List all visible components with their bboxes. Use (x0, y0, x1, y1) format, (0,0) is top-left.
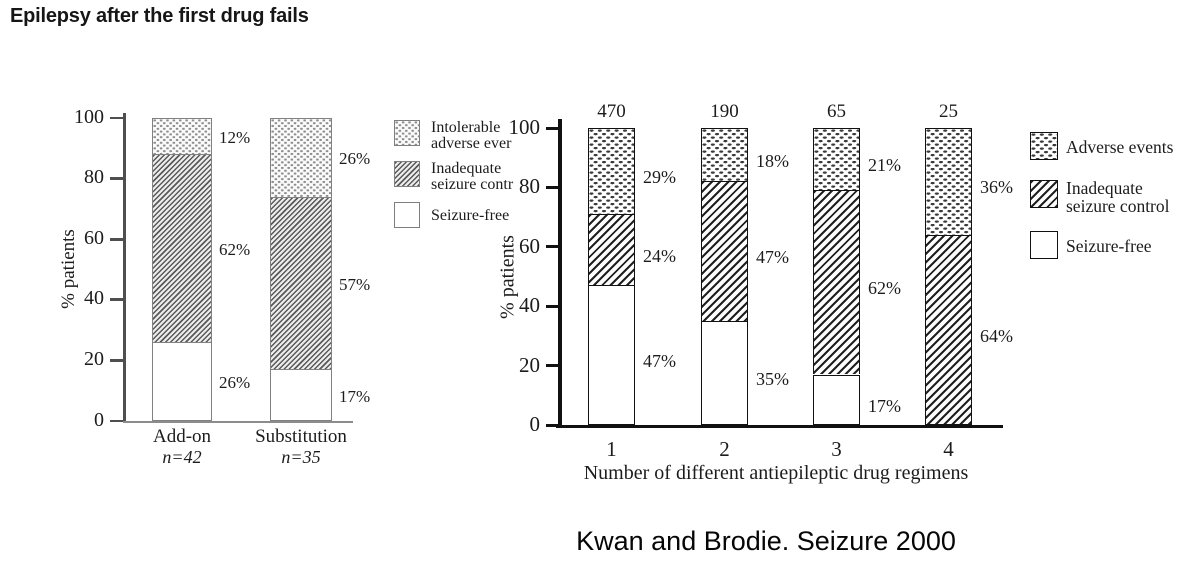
legend-label: seizure control (1066, 196, 1170, 216)
bar-segment-adverse-events (813, 128, 860, 191)
legend-swatch-plain (1030, 231, 1058, 259)
segment-value-label: 12% (219, 127, 251, 147)
legend-swatch-plain (394, 202, 420, 228)
segment-value-label: 64% (980, 325, 1013, 346)
y-tick-right (546, 185, 558, 189)
y-tick-left (110, 419, 123, 423)
y-tick-left (110, 298, 123, 302)
y-tick-right (546, 304, 558, 308)
y-tick-right (546, 126, 558, 130)
category-label-left: Substitution (255, 426, 347, 447)
legend-label: Inadequate (1066, 178, 1143, 198)
y-tick-right (546, 245, 558, 249)
y-tick-right (546, 364, 558, 368)
y-tick-label-right: 80 (519, 174, 540, 199)
x-axis-right (556, 425, 1003, 429)
segment-value-label: 36% (980, 177, 1013, 198)
right-x-axis-label: Number of different antiepileptic drug r… (583, 462, 969, 484)
category-sublabel: n=35 (281, 447, 321, 467)
segment-value-label: 29% (643, 166, 676, 187)
bar-count-label: 470 (597, 101, 626, 122)
bar-segment-adverse-events (588, 128, 635, 215)
legend-swatch-hatch (394, 161, 420, 187)
segment-value-label: 17% (339, 386, 371, 406)
bar-segment-seizure-free (701, 321, 748, 425)
legend-label: adverse ever (431, 135, 512, 152)
legend-label: Intolerable (431, 119, 501, 136)
category-label-right: 3 (831, 437, 842, 461)
legend-label: seizure contr (431, 176, 514, 193)
y-tick-right (546, 423, 558, 427)
bar-segment-seizure-free (270, 369, 332, 421)
bar-count-label: 65 (827, 101, 846, 122)
y-tick-label-left: 60 (84, 226, 104, 249)
y-tick-label-left: 80 (84, 166, 104, 189)
bar-segment-adverse-events (925, 128, 972, 235)
category-label-right: 2 (719, 437, 730, 461)
y-axis-left (123, 113, 126, 423)
bar-segment-seizure-free (588, 285, 635, 425)
legend-label: Seizure-free (431, 207, 510, 224)
legend-swatch-hatch (1030, 180, 1058, 208)
bar-segment-adverse-events (701, 128, 748, 182)
bar-segment-inadequate-seizure-control (701, 181, 748, 322)
legend-label: Adverse events (1066, 137, 1174, 157)
y-tick-label-left: 0 (94, 408, 104, 431)
segment-value-label: 35% (756, 368, 789, 389)
legend-swatch-dots (1030, 132, 1058, 160)
y-tick-left (110, 116, 123, 120)
y-tick-label-right: 100 (508, 114, 541, 139)
segment-value-label: 24% (643, 245, 676, 266)
y-tick-label-right: 0 (529, 411, 541, 436)
category-label-left: Add-on (152, 426, 212, 447)
bar-segment-seizure-free (813, 374, 860, 425)
citation-text: Kwan and Brodie. Seizure 2000 (576, 526, 956, 556)
bar-segment-inadequate-seizure-control (152, 154, 212, 343)
bar-segment-inadequate-seizure-control (813, 190, 860, 375)
segment-value-label: 47% (643, 351, 676, 372)
bar-segment-inadequate-seizure-control (270, 196, 332, 370)
segment-value-label: 47% (756, 247, 789, 268)
y-tick-label-right: 40 (519, 293, 540, 318)
segment-value-label: 26% (219, 373, 251, 393)
category-label-right: 1 (606, 437, 617, 461)
segment-value-label: 21% (868, 155, 901, 176)
y-tick-label-left: 20 (84, 348, 104, 370)
page-title: Epilepsy after the first drug fails (10, 5, 309, 27)
y-tick-label-left: 40 (84, 287, 104, 310)
legend-label: Inadequate (431, 160, 502, 177)
category-sublabel: n=42 (162, 447, 202, 467)
segment-value-label: 62% (868, 278, 901, 299)
segment-value-label: 17% (868, 395, 901, 416)
bar-count-label: 25 (939, 101, 958, 122)
segment-value-label: 62% (219, 239, 251, 259)
bar-segment-intolerable-adverse-events (270, 118, 332, 197)
x-axis-left (123, 421, 353, 423)
bar-segment-intolerable-adverse-events (152, 118, 212, 155)
y-axis-right (558, 119, 562, 429)
legend-swatch-dots (394, 120, 420, 146)
bar-segment-seizure-free (152, 342, 212, 421)
segment-value-label: 57% (339, 274, 371, 294)
category-label-right: 4 (943, 437, 954, 461)
y-tick-left (110, 237, 123, 241)
y-tick-label-right: 60 (519, 233, 540, 258)
y-tick-label-left: 100 (74, 105, 104, 128)
y-tick-label-right: 20 (519, 352, 540, 377)
legend-label: Seizure-free (1066, 236, 1152, 256)
bar-segment-inadequate-seizure-control (925, 234, 972, 425)
segment-value-label: 18% (756, 150, 789, 171)
segment-value-label: 26% (339, 148, 371, 168)
bar-segment-inadequate-seizure-control (588, 214, 635, 286)
y-tick-left (110, 359, 123, 362)
y-tick-left (110, 177, 123, 180)
bar-count-label: 190 (710, 101, 739, 122)
